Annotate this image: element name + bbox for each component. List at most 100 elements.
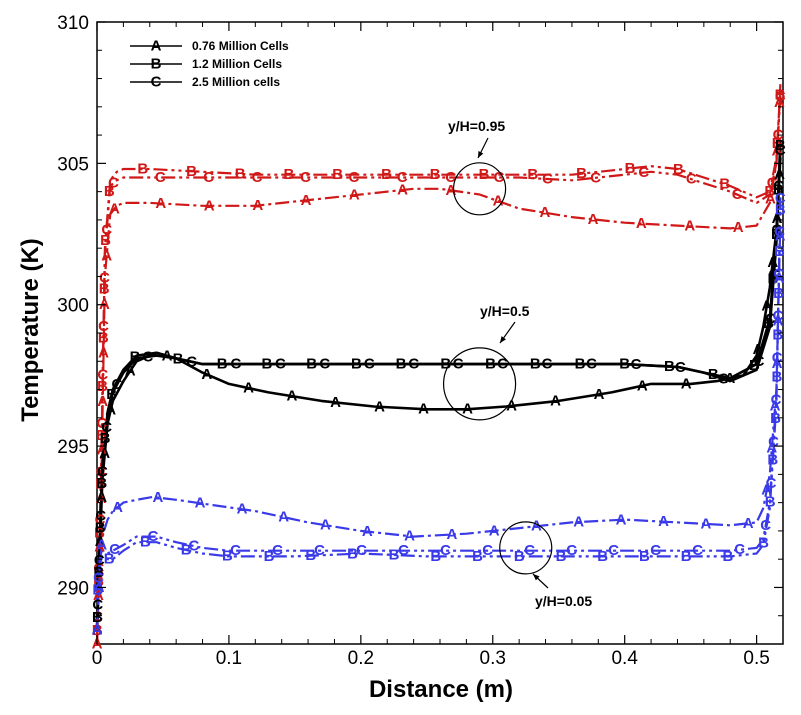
series-line (95, 149, 782, 630)
series-marker: A (733, 219, 744, 236)
series-marker: B (576, 165, 587, 182)
series-marker: C (775, 142, 786, 159)
legend-label: 2.5 Million cells (192, 75, 280, 89)
series-marker: C (95, 508, 106, 525)
series-marker: C (397, 169, 408, 186)
series-marker: A (767, 254, 778, 271)
annotation-circle (499, 521, 553, 575)
series-marker: C (300, 169, 311, 186)
series-line (95, 157, 782, 630)
series-marker: B (722, 548, 733, 565)
series-marker: C (188, 538, 199, 555)
series-marker: A (349, 187, 360, 204)
series-marker: B (763, 315, 774, 332)
series-marker: A (320, 517, 331, 534)
axes-layer: 0 0.1 0.2 0.3 0.4 0.5 290 295 300 305 310 (57, 13, 783, 669)
x-tick-label: 0.4 (611, 648, 638, 669)
series-marker: A (99, 445, 110, 462)
series-marker: C (101, 221, 112, 238)
series-marker: A (330, 394, 341, 411)
series-marker: A (550, 393, 561, 410)
series-marker: B (306, 356, 317, 373)
series-marker: A (765, 191, 776, 208)
series-marker: A (637, 377, 648, 394)
series-marker: B (140, 534, 151, 551)
series-marker: B (222, 548, 233, 565)
series-marker: C (542, 171, 553, 188)
series-marker: B (770, 410, 781, 427)
series-marker: B (104, 183, 115, 200)
series-marker: C (771, 391, 782, 408)
series-marker: A (774, 270, 785, 287)
series-marker: B (93, 564, 104, 581)
series-marker: B (775, 86, 786, 103)
series-marker: C (364, 356, 375, 373)
annotation-arrowhead (533, 574, 540, 581)
legend-marker: C (151, 74, 162, 91)
series-marker: B (775, 202, 786, 219)
series-marker: C (631, 356, 642, 373)
series-marker: C (155, 169, 166, 186)
series-marker: B (95, 476, 106, 493)
series-marker: B (186, 163, 197, 180)
series-marker: B (96, 427, 107, 444)
series-marker: B (774, 243, 785, 260)
legend-label: 0.76 Million Cells (192, 39, 289, 53)
series-marker: C (95, 512, 106, 529)
series-marker: B (767, 271, 778, 288)
series-marker: A (770, 397, 781, 414)
series-marker: C (98, 318, 109, 335)
series-marker: A (92, 621, 103, 638)
y-tick-label: 305 (57, 154, 89, 175)
series-marker: C (497, 356, 508, 373)
series-marker: C (768, 433, 779, 450)
series-marker: A (531, 518, 542, 535)
series-marker: C (734, 541, 745, 558)
series-marker: B (749, 357, 760, 374)
series-marker: C (775, 88, 786, 105)
series-marker: A (92, 621, 103, 638)
series-marker: A (489, 522, 500, 539)
annotation-circle (442, 347, 517, 421)
annotation-layer: y/H=0.95 y/H=0.5 y/H=0.05 (442, 118, 592, 609)
series-marker: A (774, 94, 785, 111)
series-marker: B (261, 356, 272, 373)
x-tick-label: 0.3 (480, 648, 506, 669)
annotation-arrowhead (478, 151, 484, 158)
series-marker: A (195, 495, 206, 512)
series-marker: B (217, 356, 228, 373)
series-marker: B (106, 386, 117, 403)
series-marker: B (332, 166, 343, 183)
x-tick-label: 0.1 (216, 648, 242, 669)
series-marker: B (772, 327, 783, 344)
series-marker: B (625, 160, 636, 177)
series-marker: C (524, 542, 535, 559)
series-marker: C (768, 266, 779, 283)
y-tick-label: 300 (57, 296, 89, 317)
series-marker: C (773, 177, 784, 194)
series-marker: C (440, 542, 451, 559)
series-marker: B (95, 520, 106, 537)
series-marker: B (92, 622, 103, 639)
series-marker: A (125, 362, 136, 379)
y-tick-label: 310 (57, 13, 89, 34)
series-marker: A (761, 298, 772, 315)
series-marker: A (445, 182, 456, 199)
series-marker: C (356, 542, 367, 559)
series-marker: A (95, 533, 106, 550)
series-marker: A (493, 193, 504, 210)
series-marker: C (92, 597, 103, 614)
series-marker: C (732, 186, 743, 203)
series-marker: A (636, 215, 647, 232)
series-line (95, 205, 782, 602)
series-marker: A (101, 247, 112, 264)
series-marker: B (514, 548, 525, 565)
series-marker: A (775, 228, 786, 245)
series-marker: B (719, 176, 730, 193)
series-marker: B (440, 356, 451, 373)
series-marker: C (96, 463, 107, 480)
series-marker: B (100, 232, 111, 249)
series-marker: A (109, 200, 120, 217)
series-marker: B (181, 542, 192, 559)
